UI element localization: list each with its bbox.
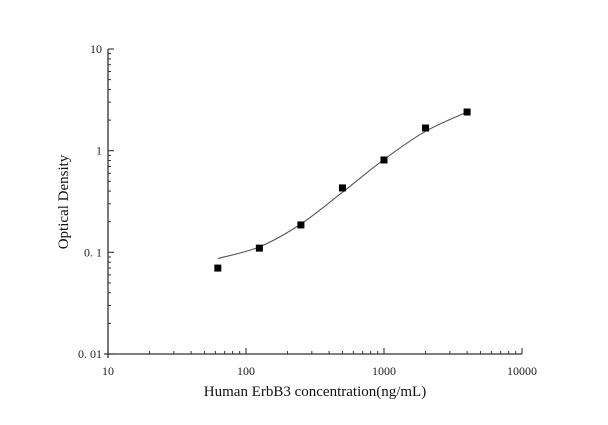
axes: 10 100 1000 10000 0. 01 0. 1 1 10 — [78, 42, 537, 378]
y-axis-title: Optical Density — [56, 154, 72, 249]
x-tick-label: 100 — [237, 364, 255, 378]
y-tick-label: 10 — [90, 42, 102, 56]
data-point-marker — [380, 156, 388, 164]
data-point-marker — [255, 244, 263, 252]
data-point-marker — [297, 221, 305, 229]
x-tick-label: 1000 — [372, 364, 396, 378]
x-axis-title: Human ErbB3 concentration(ng/mL) — [204, 384, 426, 400]
y-tick-label: 0. 1 — [84, 245, 102, 259]
data-points — [214, 108, 471, 272]
x-tick-label: 10000 — [507, 364, 537, 378]
y-tick-label: 0. 01 — [78, 347, 102, 361]
data-point-marker — [463, 108, 471, 116]
data-point-marker — [422, 124, 430, 132]
y-tick-label: 1 — [96, 144, 102, 158]
x-tick-label: 10 — [102, 364, 114, 378]
data-point-marker — [214, 264, 222, 272]
data-point-marker — [338, 184, 346, 192]
